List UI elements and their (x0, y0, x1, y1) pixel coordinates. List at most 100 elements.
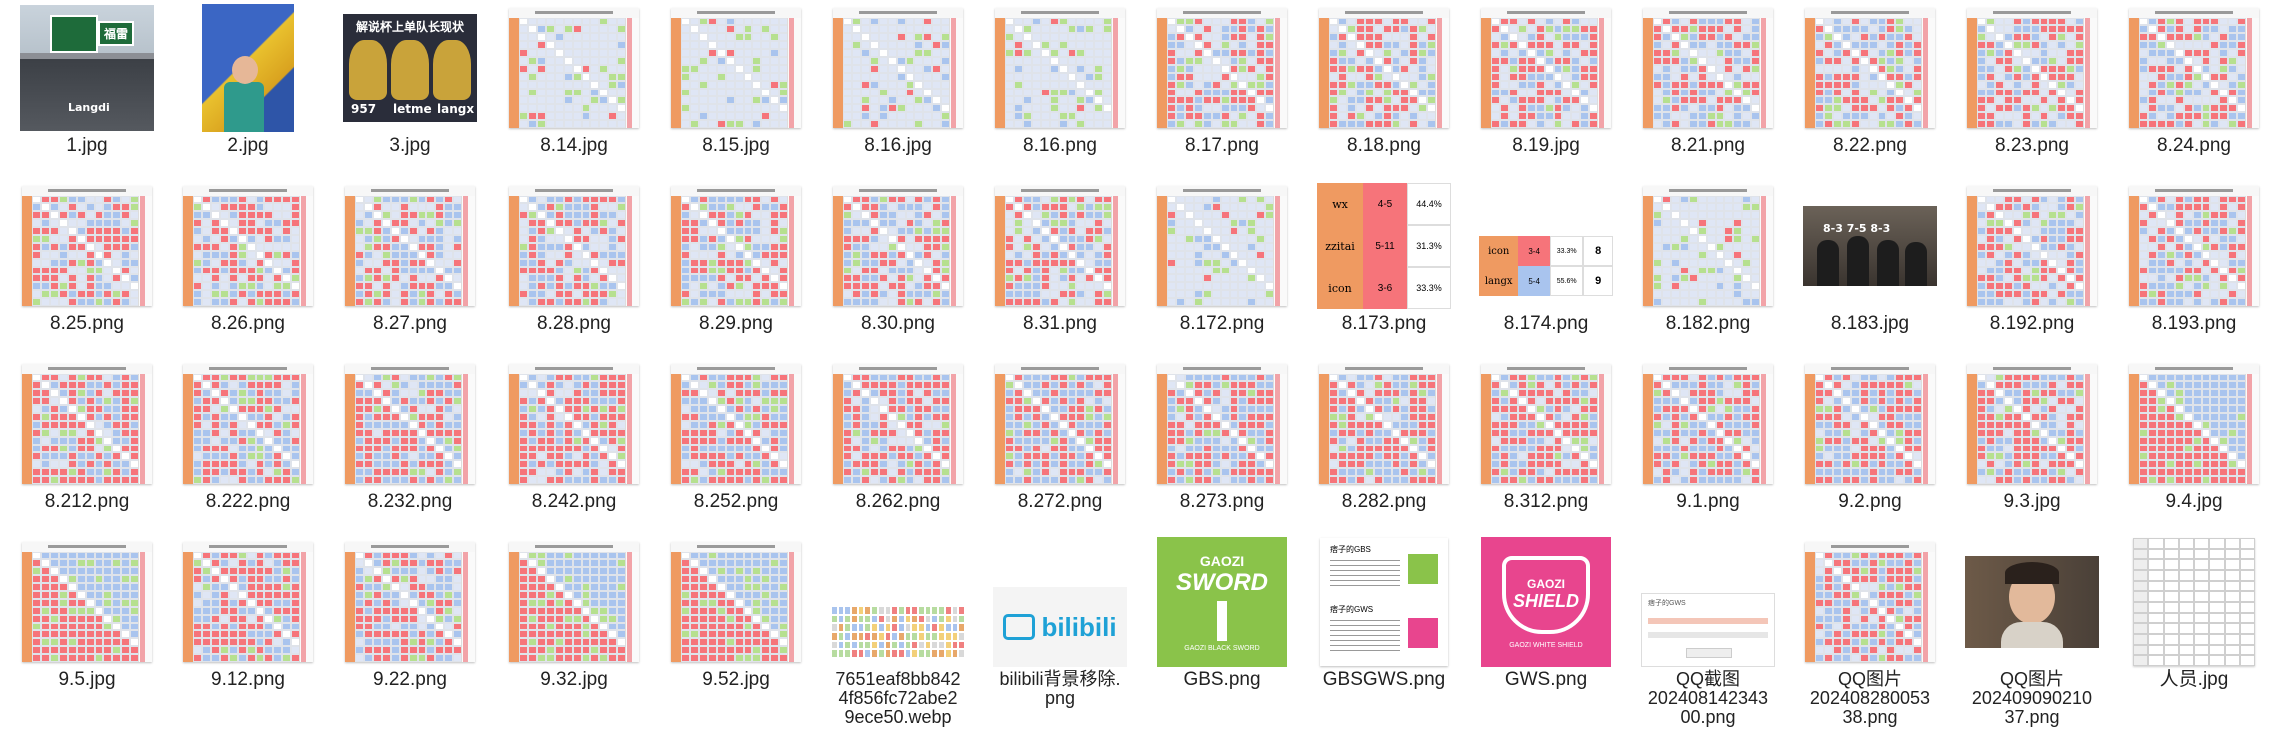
file-item[interactable]: 8.182.png (1628, 178, 1788, 356)
file-item[interactable]: 9.1.png (1628, 356, 1788, 534)
file-item[interactable]: bilibili bilibili背景移除. png (980, 534, 1140, 712)
file-item[interactable]: 8.29.png (656, 178, 816, 356)
spreadsheet-thumbnail (671, 186, 801, 306)
file-item[interactable]: 福雷 Langdi 1.jpg (7, 0, 167, 178)
file-name-label: 8.193.png (2151, 313, 2237, 334)
file-item[interactable]: 8.26.png (168, 178, 328, 356)
file-item[interactable]: 8.22.png (1790, 0, 1950, 178)
file-name-label: 8.174.png (1503, 313, 1589, 334)
file-item[interactable]: 9.22.png (330, 534, 490, 712)
file-item[interactable]: 9.32.jpg (494, 534, 654, 712)
file-item[interactable]: 8.25.png (7, 178, 167, 356)
file-thumbnail (2127, 538, 2261, 666)
file-item[interactable]: 痞子的GWS QQ截图 202408142343 00.png (1628, 534, 1788, 727)
spreadsheet-thumbnail (509, 542, 639, 662)
spreadsheet-thumbnail (2129, 364, 2259, 484)
file-item[interactable]: 8.222.png (168, 356, 328, 534)
file-item[interactable]: 人员.jpg (2114, 534, 2274, 712)
file-thumbnail (343, 182, 477, 310)
file-thumbnail (507, 538, 641, 666)
file-item[interactable]: 8.14.jpg (494, 0, 654, 178)
file-item[interactable]: 9.52.jpg (656, 534, 816, 712)
file-name-label: 8.173.png (1341, 313, 1427, 334)
file-name-label: 9.5.jpg (58, 669, 116, 690)
file-item[interactable]: GAOZI SWORD GAOZI BLACK SWORD GBS.png (1142, 534, 1302, 712)
file-item[interactable]: 8.27.png (330, 178, 490, 356)
file-item[interactable]: 8.242.png (494, 356, 654, 534)
file-item[interactable]: 8.232.png (330, 356, 490, 534)
file-thumbnail: bilibili (993, 538, 1127, 667)
table-cell: 3-4 (1518, 236, 1550, 266)
file-item[interactable]: 8.19.jpg (1466, 0, 1626, 178)
file-item[interactable]: 9.3.jpg (1952, 356, 2112, 534)
file-item[interactable]: 8.192.png (1952, 178, 2112, 356)
file-item[interactable]: 8.24.png (2114, 0, 2274, 178)
cartoon-thumbnail (202, 4, 294, 132)
file-name-label: 8.212.png (44, 491, 130, 512)
file-item[interactable]: 8.31.png (980, 178, 1140, 356)
file-item[interactable]: 8.18.png (1304, 0, 1464, 178)
meme-tag: letme (393, 102, 432, 116)
file-item[interactable]: 8-3 7-5 8-3 8.183.jpg (1790, 178, 1950, 356)
file-thumbnail (507, 360, 641, 488)
spreadsheet-thumbnail (2129, 8, 2259, 128)
table-cell: 5-11 (1363, 225, 1407, 267)
file-item[interactable]: 8.273.png (1142, 356, 1302, 534)
file-item[interactable]: 8.16.png (980, 0, 1140, 178)
file-item[interactable]: icon 3-4 33.3% 8 langx 5-4 55.6% 9 8.174.png (1466, 178, 1626, 356)
doc-heading: 痞子的GWS (1330, 605, 1374, 614)
spreadsheet-thumbnail (995, 186, 1125, 306)
sub-text: GAOZI WHITE SHIELD (1509, 641, 1583, 649)
file-item[interactable]: 8.30.png (818, 178, 978, 356)
file-thumbnail (1965, 360, 2099, 488)
file-item[interactable]: 8.16.jpg (818, 0, 978, 178)
file-item[interactable]: 8.193.png (2114, 178, 2274, 356)
file-item[interactable]: 8.212.png (7, 356, 167, 534)
file-item[interactable]: 8.172.png (1142, 178, 1302, 356)
spreadsheet-thumbnail (1643, 364, 1773, 484)
file-item[interactable]: GAOZI SHIELD GAOZI WHITE SHIELD GWS.png (1466, 534, 1626, 712)
spreadsheet-thumbnail (1319, 364, 1449, 484)
file-name-label: QQ截图 202408142343 00.png (1628, 670, 1788, 727)
file-item[interactable]: 痞子的GBS 痞子的GWS GBSGWS.png (1304, 534, 1464, 712)
file-name-line: 38.png (1842, 707, 1898, 727)
file-name-label: 9.4.jpg (2165, 491, 2223, 512)
file-item[interactable]: 8.272.png (980, 356, 1140, 534)
file-item[interactable]: QQ图片 202408280053 38.png (1790, 534, 1950, 727)
file-thumbnail (20, 182, 154, 310)
file-item[interactable]: 8.282.png (1304, 356, 1464, 534)
file-item[interactable]: 8.28.png (494, 178, 654, 356)
spreadsheet-thumbnail (833, 186, 963, 306)
file-item[interactable]: 8.23.png (1952, 0, 2112, 178)
file-item[interactable]: QQ图片 202409090210 37.png (1952, 534, 2112, 727)
file-item[interactable]: 8.17.png (1142, 0, 1302, 178)
logo-text: bilibili (1041, 611, 1117, 642)
file-item[interactable]: 解说杯上单队长现状 957 letme langx 3.jpg (330, 0, 490, 178)
file-name-label: 8.272.png (1017, 491, 1103, 512)
spreadsheet-thumbnail (1967, 364, 2097, 484)
file-item[interactable]: 7651eaf8bb842 4f856fc72abe2 9ece50.webp (818, 534, 978, 727)
file-name-label: 9.2.png (1838, 491, 1902, 512)
file-name-label: 人员.jpg (2159, 669, 2229, 690)
file-name-line: QQ图片 (1999, 669, 2064, 689)
table-cell: 55.6% (1549, 266, 1584, 296)
file-item[interactable]: 8.15.jpg (656, 0, 816, 178)
bilibili-logo-thumbnail: bilibili (993, 587, 1127, 667)
file-item[interactable]: 9.2.png (1790, 356, 1950, 534)
spreadsheet-thumbnail (2129, 186, 2259, 306)
file-thumbnail (831, 182, 965, 310)
file-item[interactable]: 9.4.jpg (2114, 356, 2274, 534)
file-name-label: 8.31.png (1023, 313, 1097, 334)
file-thumbnail (20, 538, 154, 666)
shield-icon: GAOZI SHIELD (1502, 555, 1590, 634)
spreadsheet-thumbnail (509, 8, 639, 128)
file-item[interactable]: 8.252.png (656, 356, 816, 534)
file-item[interactable]: wx 4-5 44.4% zzitai 5-11 31.3% icon 3-6 33.3% 8.1… (1304, 178, 1464, 356)
file-item[interactable]: 2.jpg (168, 0, 328, 178)
file-item[interactable]: 8.312.png (1466, 356, 1626, 534)
file-item[interactable]: 8.262.png (818, 356, 978, 534)
file-item[interactable]: 9.5.jpg (7, 534, 167, 712)
file-thumbnail (1479, 4, 1613, 132)
file-item[interactable]: 9.12.png (168, 534, 328, 712)
file-item[interactable]: 8.21.png (1628, 0, 1788, 178)
